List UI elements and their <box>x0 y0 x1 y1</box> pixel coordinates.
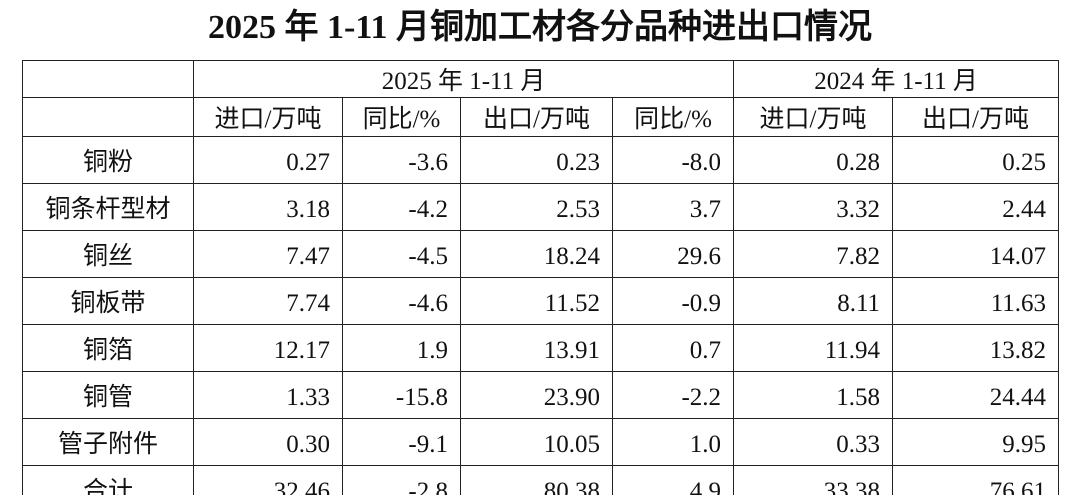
value-cell: -4.2 <box>342 183 461 231</box>
column-header: 同比/% <box>342 97 461 137</box>
row-label: 合计 <box>22 465 194 495</box>
header-row: 2025 年 1-11 月 2024 年 1-11 月 <box>22 60 1060 98</box>
value-cell: -9.1 <box>342 418 461 466</box>
value-cell: 1.9 <box>342 324 461 372</box>
data-row: 铜丝 7.47 -4.5 18.24 29.6 7.82 14.07 <box>22 230 1060 278</box>
title: 2025 年 1-11 月铜加工材各分品种进出口情况 <box>208 9 872 46</box>
value-cell: 7.74 <box>193 277 343 325</box>
value-cell: 2.53 <box>460 183 613 231</box>
column-header: 同比/% <box>611 97 735 137</box>
row-label: 铜箔 <box>22 324 194 372</box>
value-cell: -4.6 <box>342 277 461 325</box>
value-cell: 23.90 <box>460 371 613 419</box>
value-cell: 13.91 <box>460 324 613 372</box>
row-label: 铜管 <box>22 371 194 419</box>
row-label: 铜板带 <box>22 277 194 325</box>
column-header: 进口/万吨 <box>733 97 894 137</box>
value-cell: -2.2 <box>611 371 735 419</box>
data-table: 2025 年 1-11 月 2024 年 1-11 月 进口/万吨 同比/% 出口/… <box>22 60 1060 495</box>
header-row: 进口/万吨 同比/% 出口/万吨 同比/% 进口/万吨 出口/万吨 <box>22 97 1060 137</box>
column-header: 进口/万吨 <box>193 97 343 137</box>
value-cell: 7.47 <box>193 230 343 278</box>
corner-cell <box>22 60 194 98</box>
value-cell: 1.33 <box>193 371 343 419</box>
value-cell: -4.5 <box>342 230 461 278</box>
value-cell: 4.9 <box>611 465 735 495</box>
value-cell: -2.8 <box>342 465 461 495</box>
value-cell: 3.18 <box>193 183 343 231</box>
data-row: 铜管 1.33 -15.8 23.90 -2.2 1.58 24.44 <box>22 371 1060 419</box>
value-cell: 0.28 <box>733 136 894 184</box>
table-body: 2025 年 1-11 月 2024 年 1-11 月 进口/万吨 同比/% 出口/… <box>22 60 1060 495</box>
value-cell: -3.6 <box>342 136 461 184</box>
value-cell: 11.94 <box>733 324 894 372</box>
value-cell: 3.7 <box>611 183 735 231</box>
value-cell: 76.61 <box>892 465 1060 495</box>
value-cell: 0.33 <box>733 418 894 466</box>
value-cell: 14.07 <box>892 230 1060 278</box>
value-cell: 8.11 <box>733 277 894 325</box>
value-cell: 12.17 <box>193 324 343 372</box>
column-header: 出口/万吨 <box>892 97 1060 137</box>
value-cell: 11.52 <box>460 277 613 325</box>
data-row: 铜条杆型材 3.18 -4.2 2.53 3.7 3.32 2.44 <box>22 183 1060 231</box>
value-cell: 80.38 <box>460 465 613 495</box>
data-row: 铜板带 7.74 -4.6 11.52 -0.9 8.11 11.63 <box>22 277 1060 325</box>
row-label: 铜条杆型材 <box>22 183 194 231</box>
row-label: 管子附件 <box>22 418 194 466</box>
value-cell: 24.44 <box>892 371 1060 419</box>
value-cell: 0.23 <box>460 136 613 184</box>
value-cell: 13.82 <box>892 324 1060 372</box>
group-header: 2024 年 1-11 月 <box>733 60 1060 98</box>
corner-cell <box>22 97 194 137</box>
value-cell: 10.05 <box>460 418 613 466</box>
value-cell: -15.8 <box>342 371 461 419</box>
value-cell: 9.95 <box>892 418 1060 466</box>
data-row: 铜粉 0.27 -3.6 0.23 -8.0 0.28 0.25 <box>22 136 1060 184</box>
group-header: 2025 年 1-11 月 <box>192 60 735 98</box>
data-row: 铜箔 12.17 1.9 13.91 0.7 11.94 13.82 <box>22 324 1060 372</box>
value-cell: 1.0 <box>611 418 735 466</box>
value-cell: 0.30 <box>193 418 343 466</box>
value-cell: 2.44 <box>892 183 1060 231</box>
data-row: 合计 32.46 -2.8 80.38 4.9 33.38 76.61 <box>22 465 1060 495</box>
value-cell: -8.0 <box>611 136 735 184</box>
value-cell: 7.82 <box>733 230 894 278</box>
value-cell: 32.46 <box>193 465 343 495</box>
value-cell: 29.6 <box>611 230 735 278</box>
value-cell: -0.9 <box>611 277 735 325</box>
value-cell: 3.32 <box>733 183 894 231</box>
row-label: 铜粉 <box>22 136 194 184</box>
value-cell: 0.25 <box>892 136 1060 184</box>
row-label: 铜丝 <box>22 230 194 278</box>
value-cell: 18.24 <box>460 230 613 278</box>
column-header: 出口/万吨 <box>460 97 613 137</box>
value-cell: 0.7 <box>611 324 735 372</box>
value-cell: 11.63 <box>892 277 1060 325</box>
value-cell: 0.27 <box>193 136 343 184</box>
data-row: 管子附件 0.30 -9.1 10.05 1.0 0.33 9.95 <box>22 418 1060 466</box>
value-cell: 33.38 <box>733 465 894 495</box>
value-cell: 1.58 <box>733 371 894 419</box>
